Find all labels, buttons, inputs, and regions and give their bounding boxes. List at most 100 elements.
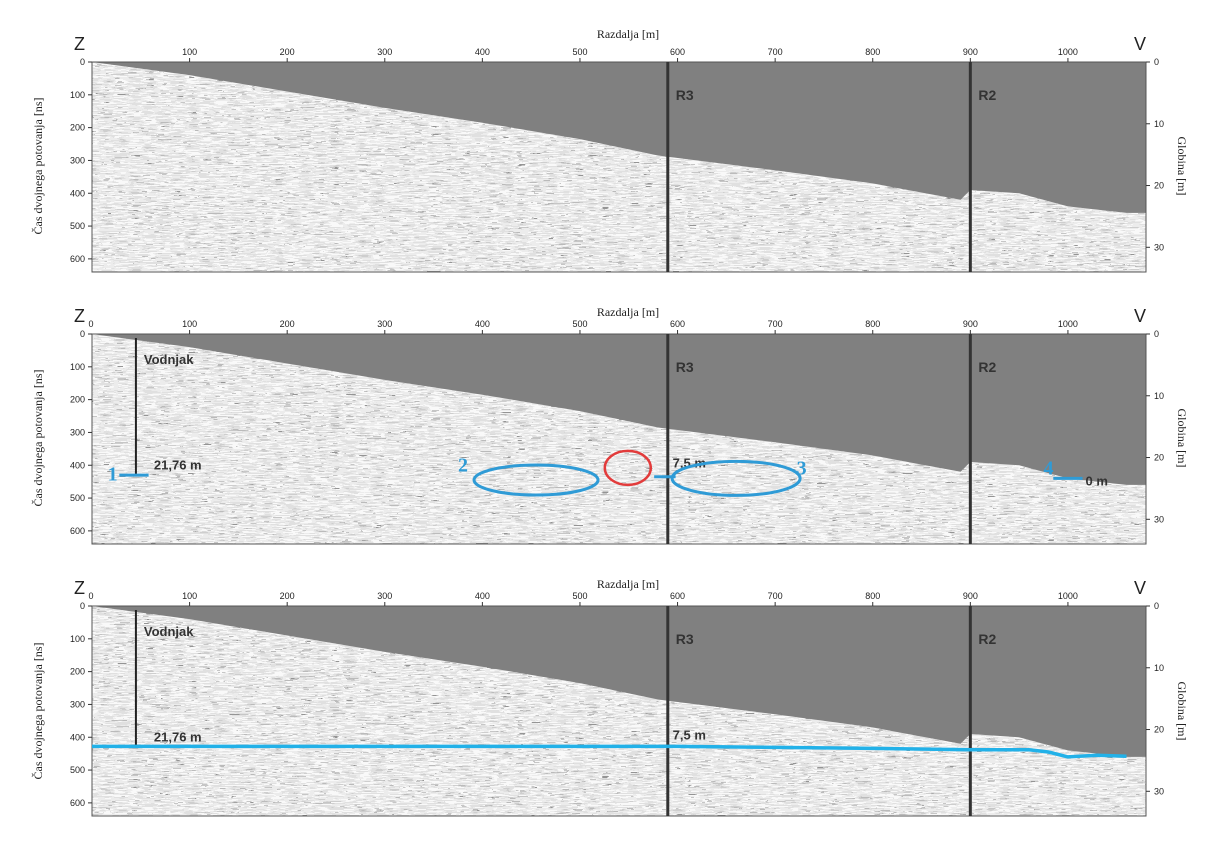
y-left-tick-label: 400 <box>70 188 85 198</box>
y-left-title: Čas dvojnega potovanja [ns] <box>31 98 45 235</box>
y-right-tick-label: 0 <box>1154 329 1159 339</box>
x-tick-label: 100 <box>182 47 197 57</box>
y-left-tick-label: 300 <box>70 155 85 165</box>
y-right-tick-label: 20 <box>1154 453 1164 463</box>
east-label: V <box>1134 34 1146 54</box>
marker-label-r2: R2 <box>978 87 996 103</box>
x-tick-label: 900 <box>963 47 978 57</box>
y-right-tick-label: 30 <box>1154 242 1164 252</box>
y-left-tick-label: 600 <box>70 526 85 536</box>
depth-label-mid: 7,5 m <box>673 728 706 743</box>
point-4-label: 4 <box>1044 458 1054 480</box>
point-2-label: 2 <box>458 454 468 476</box>
y-left-tick-label: 300 <box>70 427 85 437</box>
y-right-tick-label: 10 <box>1154 119 1164 129</box>
x-tick-label: 100 <box>182 319 197 329</box>
y-left-tick-label: 100 <box>70 362 85 372</box>
y-left-tick-label: 500 <box>70 765 85 775</box>
x-tick-label: 900 <box>963 319 978 329</box>
x-tick-label: 1000 <box>1058 591 1078 601</box>
depth-label-well: 21,76 m <box>154 457 202 472</box>
radargram-middle: 100 200 300 400 500 600 700 800 900 1000001002003… <box>70 319 1164 545</box>
plot-frame <box>91 61 1147 273</box>
y-left-title: Čas dvojnega potovanja [ns] <box>31 370 45 507</box>
water-table-line <box>92 744 1127 759</box>
x-tick-label: 1000 <box>1058 319 1078 329</box>
x-tick-label: 500 <box>572 47 587 57</box>
x-tick-label: 400 <box>475 591 490 601</box>
x-tick-label: 800 <box>865 591 880 601</box>
y-left-tick-label: 600 <box>70 798 85 808</box>
x-axis-title: Razdalja [m] <box>597 305 659 319</box>
y-left-tick-label: 300 <box>70 699 85 709</box>
x-tick-label: 800 <box>865 319 880 329</box>
x-tick-label-origin: 0 <box>88 591 93 601</box>
x-tick-label: 700 <box>768 591 783 601</box>
marker-label-r3: R3 <box>676 87 694 103</box>
y-left-tick-label: 200 <box>70 123 85 133</box>
x-tick-label: 200 <box>280 591 295 601</box>
y-left-title: Čas dvojnega potovanja [ns] <box>31 643 45 780</box>
point-3-ellipse <box>670 459 802 497</box>
x-tick-label: 700 <box>768 47 783 57</box>
x-tick-label-origin: 0 <box>88 319 93 329</box>
plot-frame <box>91 605 1147 817</box>
point-2-ellipse <box>472 463 600 497</box>
marker-label-r3: R3 <box>676 359 694 375</box>
x-axis-title: Razdalja [m] <box>597 27 659 41</box>
panel-bottom: Z V Razdalja [m] Čas dvojnega potovanja … <box>31 577 1189 817</box>
y-left-tick-label: 100 <box>70 90 85 100</box>
panel-top: Z V Razdalja [m] Čas dvojnega potovanja … <box>31 27 1189 273</box>
y-left-tick-label: 0 <box>80 601 85 611</box>
depth-label-mid: 7,5 m <box>673 456 706 471</box>
east-label: V <box>1134 578 1146 598</box>
y-left-tick-label: 600 <box>70 254 85 264</box>
y-left-tick-label: 500 <box>70 493 85 503</box>
y-right-tick-label: 20 <box>1154 725 1164 735</box>
x-tick-label: 500 <box>572 591 587 601</box>
x-tick-label: 800 <box>865 47 880 57</box>
y-left-tick-label: 0 <box>80 329 85 339</box>
marker-label-r2: R2 <box>978 631 996 647</box>
point-3-label: 3 <box>797 458 807 480</box>
marker-label-r2: R2 <box>978 359 996 375</box>
y-left-tick-label: 400 <box>70 460 85 470</box>
x-axis-title: Razdalja [m] <box>597 577 659 591</box>
marker-label-r3: R3 <box>676 631 694 647</box>
east-label: V <box>1134 306 1146 326</box>
y-right-tick-label: 10 <box>1154 391 1164 401</box>
y-right-tick-label: 30 <box>1154 786 1164 796</box>
depth-label-end: 0 m <box>1085 474 1107 489</box>
y-right-tick-label: 20 <box>1154 181 1164 191</box>
y-right-title: Globina [m] <box>1175 409 1189 468</box>
y-left-tick-label: 500 <box>70 221 85 231</box>
x-tick-label: 900 <box>963 591 978 601</box>
depth-label-well: 21,76 m <box>154 729 202 744</box>
well-label: Vodnjak <box>144 352 194 367</box>
y-right-title: Globina [m] <box>1175 137 1189 196</box>
west-label: Z <box>74 306 85 326</box>
x-tick-label: 300 <box>377 319 392 329</box>
panel-middle: Z V Razdalja [m] Čas dvojnega potovanja … <box>31 305 1189 545</box>
x-tick-label: 600 <box>670 591 685 601</box>
highlight-circle <box>603 449 653 487</box>
y-left-tick-label: 100 <box>70 634 85 644</box>
point-1-label: 1 <box>108 463 118 485</box>
x-tick-label: 1000 <box>1058 47 1078 57</box>
x-tick-label: 600 <box>670 47 685 57</box>
y-right-tick-label: 30 <box>1154 514 1164 524</box>
west-label: Z <box>74 34 85 54</box>
plot-frame <box>91 333 1147 545</box>
x-tick-label: 300 <box>377 47 392 57</box>
x-tick-label: 200 <box>280 319 295 329</box>
well-label: Vodnjak <box>144 624 194 639</box>
x-tick-label: 400 <box>475 319 490 329</box>
y-left-tick-label: 200 <box>70 667 85 677</box>
x-tick-label: 600 <box>670 319 685 329</box>
radargram-top: 100 200 300 400 500 600 700 800 900 1000010020030… <box>70 47 1164 273</box>
y-right-tick-label: 10 <box>1154 663 1164 673</box>
x-tick-label: 700 <box>768 319 783 329</box>
y-left-tick-label: 400 <box>70 732 85 742</box>
y-right-tick-label: 0 <box>1154 601 1159 611</box>
x-tick-label: 100 <box>182 591 197 601</box>
